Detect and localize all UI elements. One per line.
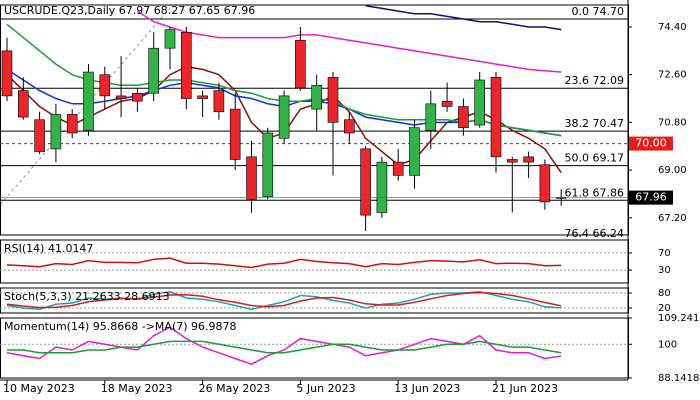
candle-body [474, 79, 486, 126]
x-tick-label: 13 Jun 2023 [394, 382, 460, 395]
candle-body [197, 95, 208, 99]
x-tick-label: 21 Jun 2023 [492, 382, 558, 395]
candle-body [115, 95, 127, 99]
series-line [7, 340, 562, 354]
y-tick-label: 20 [658, 303, 671, 314]
candle-body [490, 77, 502, 158]
series-line [6, 326, 562, 366]
candle-body [343, 119, 355, 134]
candle-body [99, 74, 111, 97]
candle-body [66, 114, 78, 134]
x-tick-label: 5 Jun 2023 [296, 382, 355, 395]
last-price-label: 67.96 [635, 191, 667, 204]
candle-body [229, 108, 241, 160]
candle-body [50, 114, 62, 150]
y-tick-label: 88.1418 [658, 373, 699, 384]
y-tick-label: 72.60 [658, 70, 687, 81]
x-tick-label: 26 May 2023 [199, 382, 271, 395]
series-line [6, 257, 562, 269]
candle-body [148, 47, 159, 94]
series-line [136, 10, 562, 73]
y-tick-label: 69.00 [658, 165, 687, 176]
y-tick-label: 70.80 [658, 117, 687, 128]
candle-body [181, 31, 192, 99]
y-tick-label: 100 [658, 339, 677, 350]
candle-body [409, 127, 420, 176]
candle-body [164, 29, 176, 49]
candle-body [311, 84, 323, 110]
candle-body [262, 132, 274, 197]
candle-body [132, 92, 143, 102]
y-tick-label: 80 [658, 288, 671, 299]
candle-body [539, 164, 551, 203]
fib-label: 61.8 67.86 [565, 186, 624, 199]
candle-body [425, 103, 437, 131]
chart-title: USCRUDE.Q23,Daily 67.97 68.27 67.65 67.9… [4, 4, 255, 17]
candle-body [278, 95, 290, 139]
panel-title: Stoch(5,3,3) 21.2633 28.6913 [4, 290, 170, 303]
panel-title: RSI(14) 41.0147 [4, 242, 93, 255]
candle-body [458, 106, 469, 128]
candle-body [34, 119, 45, 152]
fib-trendline [0, 7, 171, 206]
candle-body [246, 156, 257, 200]
candle-body [441, 100, 453, 107]
y-tick-label: 70 [658, 248, 671, 259]
x-tick-label: 18 May 2023 [101, 382, 173, 395]
y-tick-label: 74.40 [658, 22, 687, 33]
candle-body [17, 90, 29, 118]
panel-title: Momentum(14) 95.8668 ->MA(7) 96.9878 [4, 320, 237, 333]
fib-label: 23.6 72.09 [565, 74, 624, 87]
candle-body [213, 90, 225, 113]
fib-label: 0.0 74.70 [572, 5, 624, 18]
x-tick-label: 10 May 2023 [3, 382, 75, 395]
fib-label: 76.4 66.24 [565, 227, 624, 240]
candle-body [392, 161, 404, 176]
series-line [6, 291, 562, 309]
candle-body [376, 161, 388, 213]
candle-body [83, 71, 94, 131]
y-tick-label: 109.241 [658, 313, 699, 324]
y-tick-label: 67.20 [658, 213, 687, 224]
candle-body [360, 148, 371, 216]
candle-body [327, 77, 339, 123]
alert-label: 70.00 [635, 137, 667, 150]
last-price-box [629, 190, 673, 205]
fib-label: 50.0 69.17 [565, 152, 624, 165]
alert-box [629, 136, 673, 151]
fib-label: 38.2 70.47 [565, 117, 624, 130]
candle-body [523, 156, 534, 163]
y-tick-label: 30 [658, 265, 671, 276]
candle-body [295, 39, 306, 89]
candle-body [506, 159, 518, 163]
series-line [365, 5, 562, 31]
candle-body [1, 50, 13, 97]
